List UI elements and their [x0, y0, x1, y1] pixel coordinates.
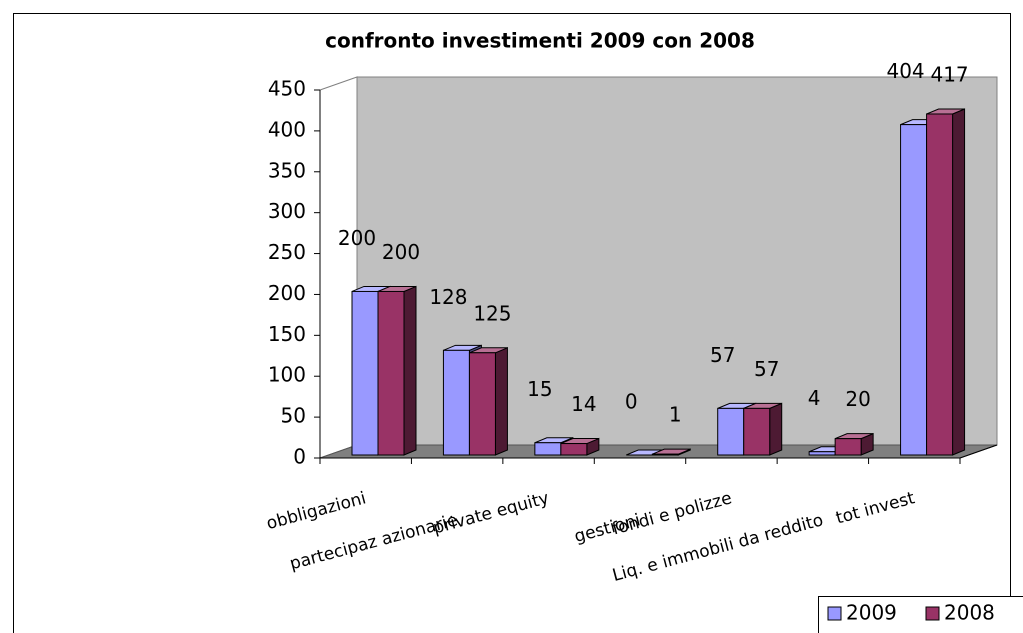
- bar-side: [952, 108, 966, 456]
- data-label: 20: [845, 387, 870, 411]
- bar: [743, 407, 771, 456]
- bar: [351, 290, 379, 456]
- y-tick-label: 350: [268, 158, 306, 182]
- bar: [834, 438, 862, 456]
- data-label: 4: [808, 386, 821, 410]
- bar-side: [403, 285, 417, 456]
- legend: 2009 2008: [818, 596, 1023, 633]
- data-label: 200: [382, 240, 420, 264]
- bar: [926, 113, 954, 456]
- bar-side: [494, 347, 508, 456]
- y-tick-label: 400: [268, 117, 306, 141]
- data-label: 128: [429, 285, 467, 309]
- data-label: 14: [571, 392, 596, 416]
- bar: [377, 290, 405, 456]
- bar: [442, 349, 470, 456]
- bar-side: [769, 402, 783, 456]
- legend-label: 2008: [944, 601, 995, 625]
- bar: [534, 442, 562, 456]
- bar: [560, 443, 588, 456]
- y-tick-label: 450: [268, 77, 306, 101]
- y-tick-label: 0: [293, 445, 306, 469]
- data-label: 57: [754, 357, 779, 381]
- y-tick-label: 100: [268, 363, 306, 387]
- side-wall: [319, 76, 358, 459]
- x-axis-depth: [959, 444, 998, 459]
- data-label: 200: [338, 226, 376, 250]
- y-tick-label: 50: [281, 404, 306, 428]
- legend-box: [818, 596, 1023, 633]
- data-label: 0: [625, 390, 638, 414]
- legend-swatch: [827, 606, 842, 621]
- data-label: 404: [886, 59, 924, 83]
- bar: [717, 407, 745, 456]
- bar: [900, 124, 928, 456]
- data-label: 417: [930, 62, 968, 86]
- data-label: 57: [710, 343, 735, 367]
- legend-swatch: [925, 606, 940, 621]
- legend-label: 2009: [846, 601, 897, 625]
- y-tick-label: 300: [268, 199, 306, 223]
- y-tick-label: 250: [268, 240, 306, 264]
- data-label: 15: [527, 377, 552, 401]
- data-label: 125: [473, 301, 511, 325]
- bar: [651, 453, 679, 456]
- chart-title: confronto investimenti 2009 con 2008: [325, 29, 755, 53]
- y-tick-label: 150: [268, 322, 306, 346]
- bar: [808, 451, 836, 456]
- data-label: 1: [669, 403, 682, 427]
- bar: [468, 352, 496, 456]
- y-tick-label: 200: [268, 281, 306, 305]
